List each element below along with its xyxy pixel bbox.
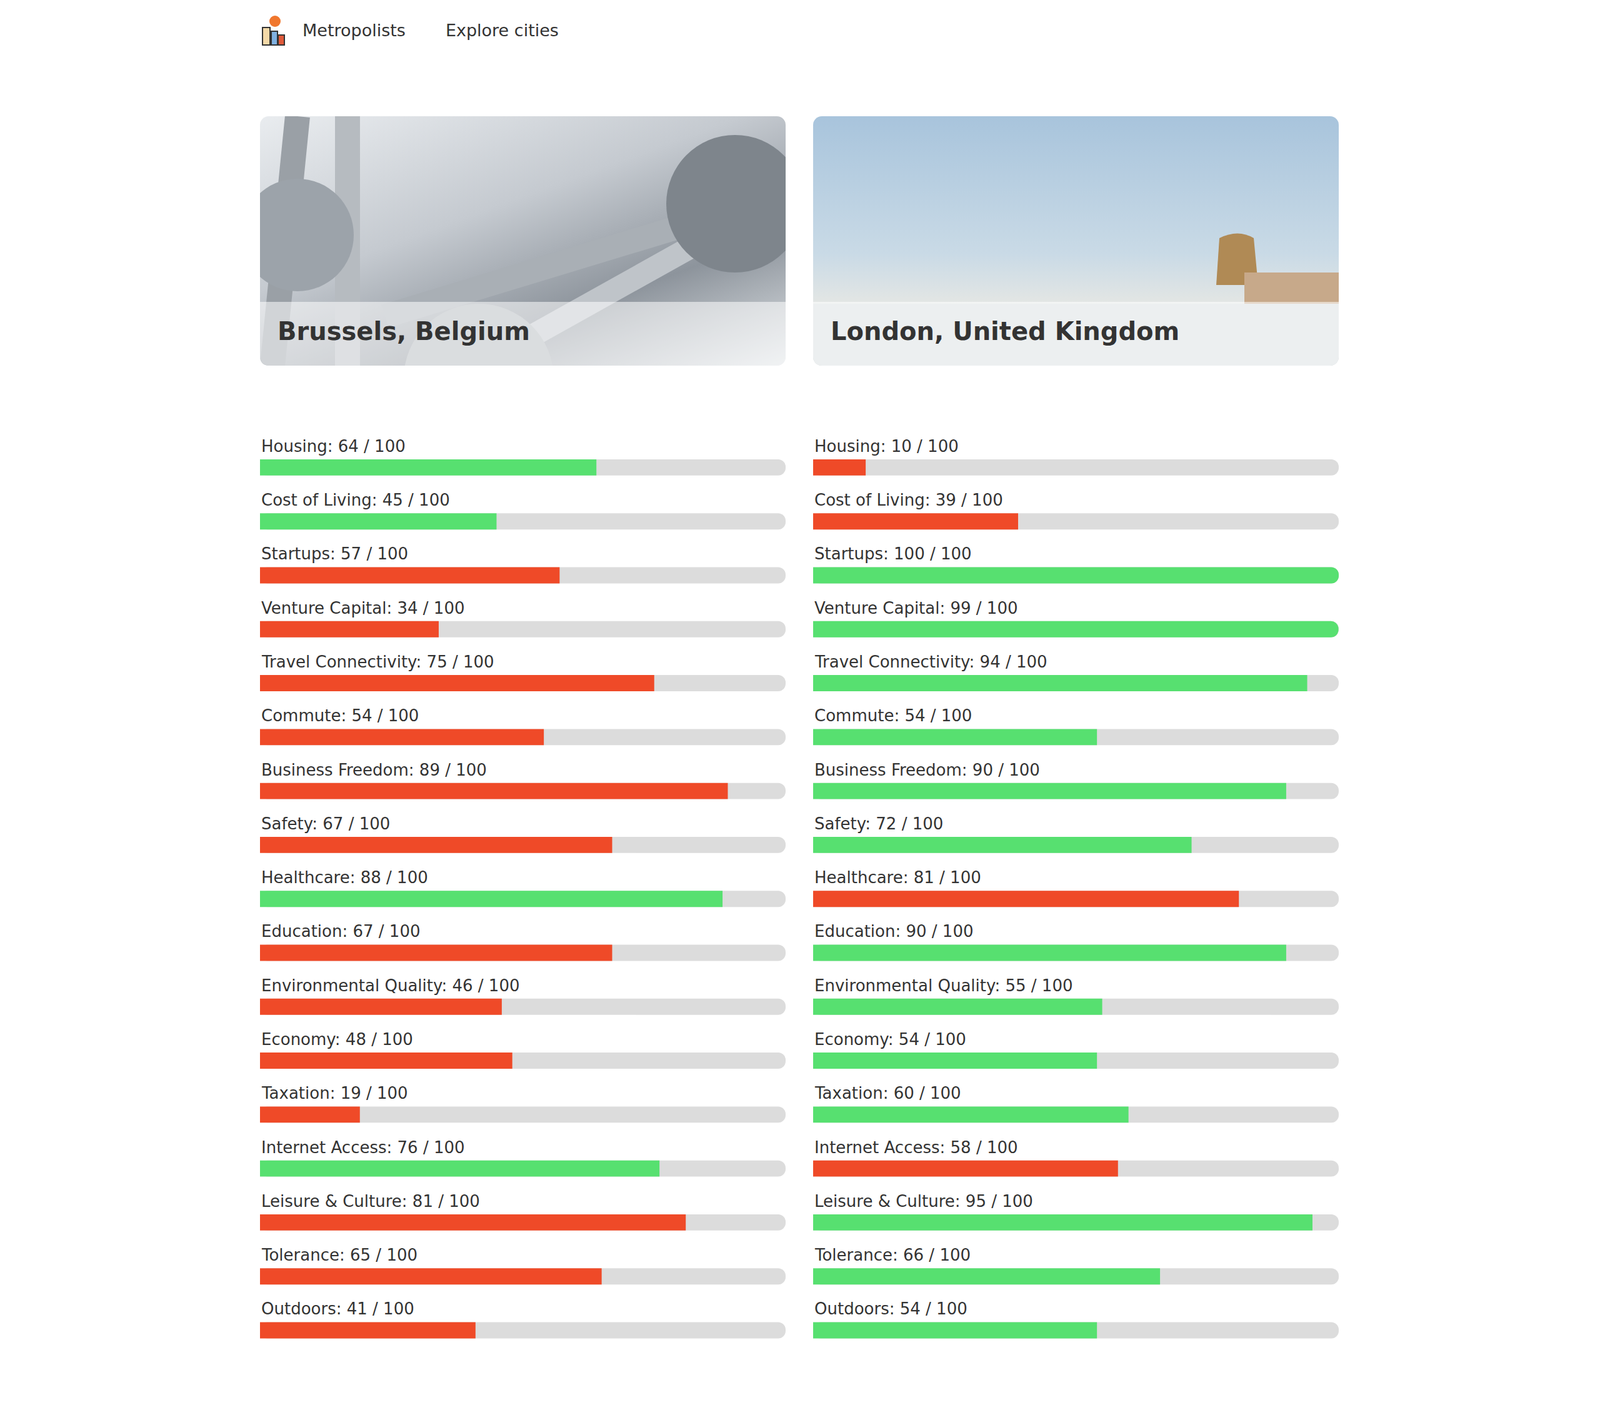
svg-text:Outdoors: 41 / 100: Outdoors: 41 / 100: [261, 1299, 415, 1319]
svg-text:Startups: 57 / 100: Startups: 57 / 100: [261, 544, 409, 564]
svg-text:Housing: 10 / 100: Housing: 10 / 100: [814, 436, 959, 456]
svg-text:Venture Capital: 99 / 100: Venture Capital: 99 / 100: [814, 598, 1018, 618]
svg-text:Education: 67 / 100: Education: 67 / 100: [261, 921, 420, 941]
svg-text:Commute: 54 / 100: Commute: 54 / 100: [814, 706, 972, 725]
svg-text:Healthcare: 81 / 100: Healthcare: 81 / 100: [814, 868, 982, 887]
svg-text:Commute: 54 / 100: Commute: 54 / 100: [261, 706, 419, 725]
svg-text:Education: 90 / 100: Education: 90 / 100: [814, 921, 974, 941]
html-text:Metropolists: Metropolists: [302, 20, 406, 40]
svg-text:Startups: 100 / 100: Startups: 100 / 100: [814, 544, 972, 564]
svg-text:Economy: 48 / 100: Economy: 48 / 100: [261, 1030, 414, 1049]
svg-text:Venture Capital: 34 / 100: Venture Capital: 34 / 100: [261, 598, 465, 618]
svg-text:Internet Access: 76 / 100: Internet Access: 76 / 100: [261, 1138, 465, 1157]
svg-text:Housing: 64 / 100: Housing: 64 / 100: [261, 436, 406, 456]
html-text:Explore cities: Explore cities: [445, 20, 559, 40]
svg-text:Environmental Quality: 55 / 10: Environmental Quality: 55 / 100: [814, 976, 1073, 995]
svg-text:Cost of Living: 45 / 100: Cost of Living: 45 / 100: [261, 490, 450, 510]
svg-text:Cost of Living: 39 / 100: Cost of Living: 39 / 100: [814, 490, 1004, 510]
svg-text:Business Freedom: 90 / 100: Business Freedom: 90 / 100: [814, 760, 1040, 780]
svg-text:Travel Connectivity: 75 / 100: Travel Connectivity: 75 / 100: [261, 652, 495, 672]
svg-text:Environmental Quality: 46 / 10: Environmental Quality: 46 / 100: [261, 976, 520, 995]
svg-text:Leisure & Culture: 95 / 100: Leisure & Culture: 95 / 100: [814, 1191, 1034, 1211]
html-text:London, United Kingdom: London, United Kingdom: [830, 316, 1180, 346]
svg-text:Tolerance: 66 / 100: Tolerance: 66 / 100: [814, 1245, 971, 1265]
svg-text:Business Freedom: 89 / 100: Business Freedom: 89 / 100: [261, 760, 487, 780]
svg-text:Travel Connectivity: 94 / 100: Travel Connectivity: 94 / 100: [814, 652, 1048, 672]
svg-text:Taxation: 60 / 100: Taxation: 60 / 100: [814, 1083, 962, 1103]
svg-text:Leisure & Culture: 81 / 100: Leisure & Culture: 81 / 100: [261, 1191, 480, 1211]
html-text:Brussels, Belgium: Brussels, Belgium: [277, 316, 530, 346]
svg-text:Safety: 72 / 100: Safety: 72 / 100: [814, 814, 944, 834]
svg-text:Outdoors: 54 / 100: Outdoors: 54 / 100: [814, 1299, 968, 1319]
svg-text:Taxation: 19 / 100: Taxation: 19 / 100: [261, 1083, 409, 1103]
svg-text:Internet Access: 58 / 100: Internet Access: 58 / 100: [814, 1138, 1019, 1157]
svg-text:Safety: 67 / 100: Safety: 67 / 100: [261, 814, 390, 834]
svg-text:Tolerance: 65 / 100: Tolerance: 65 / 100: [261, 1245, 418, 1265]
svg-text:Economy: 54 / 100: Economy: 54 / 100: [814, 1030, 967, 1049]
svg-text:Healthcare: 88 / 100: Healthcare: 88 / 100: [261, 868, 429, 887]
